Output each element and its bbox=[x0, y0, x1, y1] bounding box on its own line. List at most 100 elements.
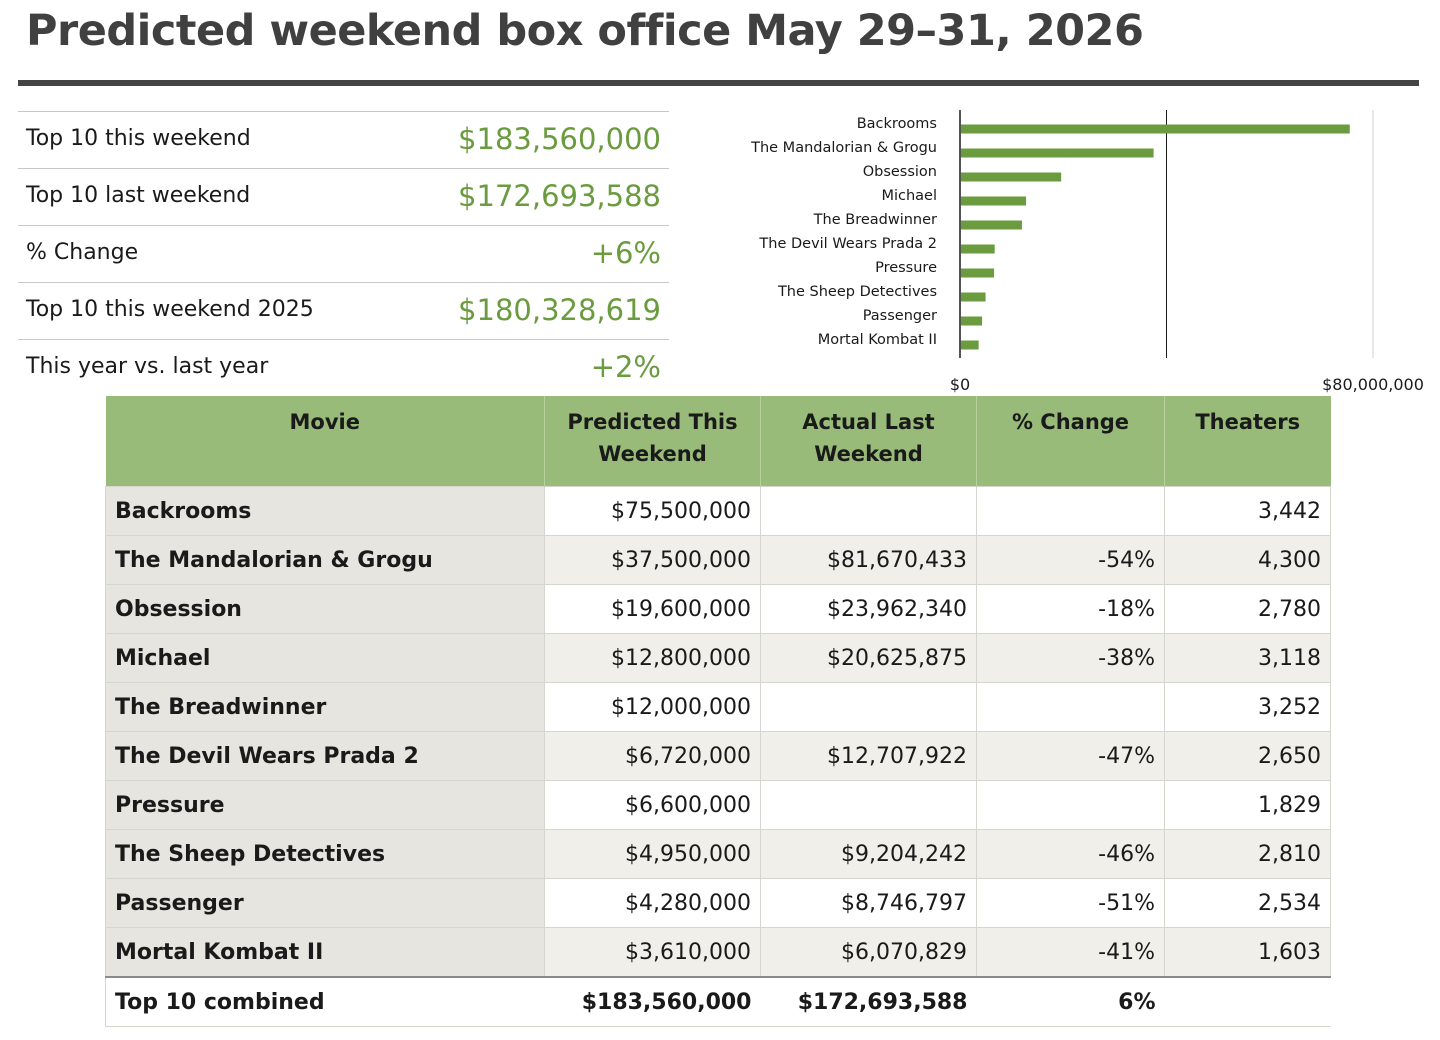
last-weekend-cell: $20,625,875 bbox=[760, 633, 977, 683]
predicted-cell: $3,610,000 bbox=[544, 927, 761, 978]
bar-chart: Backrooms The Mandalorian & Grogu Obsessio… bbox=[690, 100, 1435, 395]
bar-category-label: Obsession bbox=[863, 164, 937, 180]
movie-cell: The Breadwinner bbox=[105, 682, 545, 732]
table-row: The Sheep Detectives $4,950,000 $9,204,242… bbox=[105, 829, 1331, 879]
theaters-cell: 1,829 bbox=[1164, 780, 1331, 830]
predicted-cell: $75,500,000 bbox=[544, 486, 761, 536]
page-title: Predicted weekend box office May 29–31, … bbox=[26, 6, 1144, 56]
box-office-table: Movie Predicted This Weekend Actual Last… bbox=[105, 396, 1331, 1027]
bar bbox=[961, 124, 1350, 134]
theaters-cell: 2,534 bbox=[1164, 878, 1331, 928]
summary-label: % Change bbox=[26, 240, 139, 265]
summary-label: This year vs. last year bbox=[26, 354, 269, 379]
theaters-cell: 4,300 bbox=[1164, 535, 1331, 585]
movie-cell: Backrooms bbox=[105, 486, 545, 536]
summary-value: $183,560,000 bbox=[458, 122, 661, 156]
bar-category-label: Mortal Kombat II bbox=[818, 332, 937, 348]
theaters-cell: 2,810 bbox=[1164, 829, 1331, 879]
bar-category-label: The Breadwinner bbox=[813, 212, 937, 228]
total-movie-cell: Top 10 combined bbox=[105, 976, 545, 1027]
header-theaters: Theaters bbox=[1164, 396, 1331, 487]
change-cell: -38% bbox=[976, 633, 1165, 683]
last-weekend-cell: $6,070,829 bbox=[760, 927, 977, 978]
change-cell bbox=[976, 486, 1165, 536]
predicted-cell: $12,000,000 bbox=[544, 682, 761, 732]
change-cell bbox=[976, 780, 1165, 830]
bar bbox=[961, 172, 1062, 182]
table-header-row: Movie Predicted This Weekend Actual Last… bbox=[105, 396, 1331, 487]
bar-category-label: The Devil Wears Prada 2 bbox=[758, 236, 937, 252]
bar bbox=[961, 196, 1027, 206]
title-divider bbox=[18, 80, 1419, 86]
bar-category-label: The Sheep Detectives bbox=[777, 284, 937, 300]
table-row: The Devil Wears Prada 2 $6,720,000 $12,707… bbox=[105, 731, 1331, 781]
predicted-cell: $12,800,000 bbox=[544, 633, 761, 683]
predicted-cell: $19,600,000 bbox=[544, 584, 761, 634]
bar-category-label: Passenger bbox=[863, 308, 937, 324]
total-change-cell: 6% bbox=[976, 976, 1165, 1027]
movie-cell: Passenger bbox=[105, 878, 545, 928]
summary-value: +6% bbox=[590, 236, 661, 270]
bar bbox=[961, 340, 979, 350]
change-cell: -51% bbox=[976, 878, 1165, 928]
change-cell bbox=[976, 682, 1165, 732]
table-body: Backrooms $75,500,000 3,442 The Mandalorian… bbox=[105, 486, 1331, 1027]
bar-category-label: Michael bbox=[881, 188, 937, 204]
bar bbox=[961, 148, 1154, 158]
total-theaters-cell bbox=[1164, 976, 1331, 1027]
bar-chart-svg: Backrooms The Mandalorian & Grogu Obsessio… bbox=[750, 110, 1424, 394]
change-cell: -47% bbox=[976, 731, 1165, 781]
summary-value: $172,693,588 bbox=[458, 179, 661, 213]
summary-row: Top 10 last weekend $172,693,588 bbox=[18, 169, 669, 226]
theaters-cell: 3,118 bbox=[1164, 633, 1331, 683]
summary-value: +2% bbox=[590, 350, 661, 384]
table-row: Backrooms $75,500,000 3,442 bbox=[105, 486, 1331, 536]
header-movie: Movie bbox=[105, 396, 545, 487]
theaters-cell: 2,780 bbox=[1164, 584, 1331, 634]
bar bbox=[961, 244, 995, 254]
table-row: The Breadwinner $12,000,000 3,252 bbox=[105, 682, 1331, 732]
bar bbox=[961, 292, 986, 302]
last-weekend-cell: $9,204,242 bbox=[760, 829, 977, 879]
summary-label: Top 10 this weekend 2025 bbox=[26, 297, 314, 322]
table-row: Michael $12,800,000 $20,625,875 -38% 3,118 bbox=[105, 633, 1331, 683]
table-row: Obsession $19,600,000 $23,962,340 -18% 2,780 bbox=[105, 584, 1331, 634]
change-cell: -41% bbox=[976, 927, 1165, 978]
total-predicted-cell: $183,560,000 bbox=[544, 976, 761, 1027]
x-tick-label: $80,000,000 bbox=[1322, 375, 1424, 394]
summary-label: Top 10 this weekend bbox=[26, 126, 251, 151]
theaters-cell: 3,442 bbox=[1164, 486, 1331, 536]
table-row: Mortal Kombat II $3,610,000 $6,070,829 -41%… bbox=[105, 927, 1331, 978]
predicted-cell: $6,720,000 bbox=[544, 731, 761, 781]
predicted-cell: $4,950,000 bbox=[544, 829, 761, 879]
table-row: The Mandalorian & Grogu $37,500,000 $81,67… bbox=[105, 535, 1331, 585]
summary-row: % Change +6% bbox=[18, 226, 669, 283]
last-weekend-cell: $81,670,433 bbox=[760, 535, 977, 585]
x-tick-label: $0 bbox=[950, 375, 970, 394]
movie-cell: The Sheep Detectives bbox=[105, 829, 545, 879]
theaters-cell: 3,252 bbox=[1164, 682, 1331, 732]
movie-cell: Obsession bbox=[105, 584, 545, 634]
predicted-cell: $6,600,000 bbox=[544, 780, 761, 830]
summary-row: Top 10 this weekend $183,560,000 bbox=[18, 112, 669, 169]
bar bbox=[961, 268, 995, 278]
header-change: % Change bbox=[976, 396, 1165, 487]
last-weekend-cell: $8,746,797 bbox=[760, 878, 977, 928]
movie-cell: Michael bbox=[105, 633, 545, 683]
bar bbox=[961, 316, 983, 326]
movie-cell: Mortal Kombat II bbox=[105, 927, 545, 978]
header-predicted: Predicted This Weekend bbox=[544, 396, 761, 487]
last-weekend-cell bbox=[760, 486, 977, 536]
summary-row: Top 10 this weekend 2025 $180,328,619 bbox=[18, 283, 669, 340]
bar-category-label: The Mandalorian & Grogu bbox=[750, 140, 937, 156]
summary-panel: Top 10 this weekend $183,560,000 Top 10 … bbox=[18, 111, 669, 396]
change-cell: -46% bbox=[976, 829, 1165, 879]
header-last-weekend: Actual Last Weekend bbox=[760, 396, 977, 487]
bar-category-label: Pressure bbox=[875, 260, 937, 276]
change-cell: -18% bbox=[976, 584, 1165, 634]
predicted-cell: $37,500,000 bbox=[544, 535, 761, 585]
summary-label: Top 10 last weekend bbox=[26, 183, 251, 208]
theaters-cell: 1,603 bbox=[1164, 927, 1331, 978]
last-weekend-cell: $12,707,922 bbox=[760, 731, 977, 781]
change-cell: -54% bbox=[976, 535, 1165, 585]
